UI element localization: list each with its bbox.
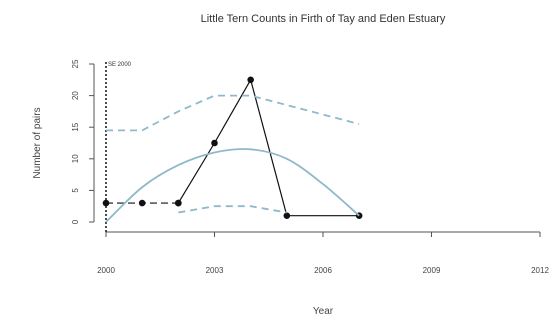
series-group xyxy=(102,76,363,223)
x-tick-label: 2003 xyxy=(206,266,224,275)
x-tick-label: 2012 xyxy=(531,266,549,275)
y-tick-label: 20 xyxy=(71,91,80,100)
y-tick-label: 25 xyxy=(71,59,80,68)
data-point xyxy=(102,199,110,207)
y-axis-label: Number of pairs xyxy=(32,107,43,178)
y-tick-label: 0 xyxy=(71,219,80,224)
data-point xyxy=(211,139,218,147)
chart-axes xyxy=(93,64,540,233)
chart-title: Little Tern Counts in Firth of Tay and E… xyxy=(201,13,446,25)
y-tick-label: 5 xyxy=(71,188,80,193)
x-tick-label: 2009 xyxy=(423,266,441,275)
data-point xyxy=(138,199,146,207)
annotation-label: SE 2000 xyxy=(108,62,132,68)
x-axis-label: Year xyxy=(313,306,334,317)
x-tick-label: 2006 xyxy=(314,266,332,275)
series-3-line xyxy=(106,94,360,132)
series-4-line xyxy=(178,205,287,214)
x-tick-label: 2000 xyxy=(97,266,115,275)
data-point xyxy=(283,212,291,219)
series-2-line xyxy=(105,148,360,223)
data-point xyxy=(175,199,182,207)
y-ticks: 0 5 10 15 20 25 xyxy=(71,59,94,224)
data-point xyxy=(247,76,254,84)
y-tick-label: 15 xyxy=(71,122,80,131)
annotation-group: SE 2000 xyxy=(105,62,132,232)
x-ticks: 2000 2003 2006 2009 2012 xyxy=(97,232,549,275)
y-tick-label: 10 xyxy=(71,154,80,163)
